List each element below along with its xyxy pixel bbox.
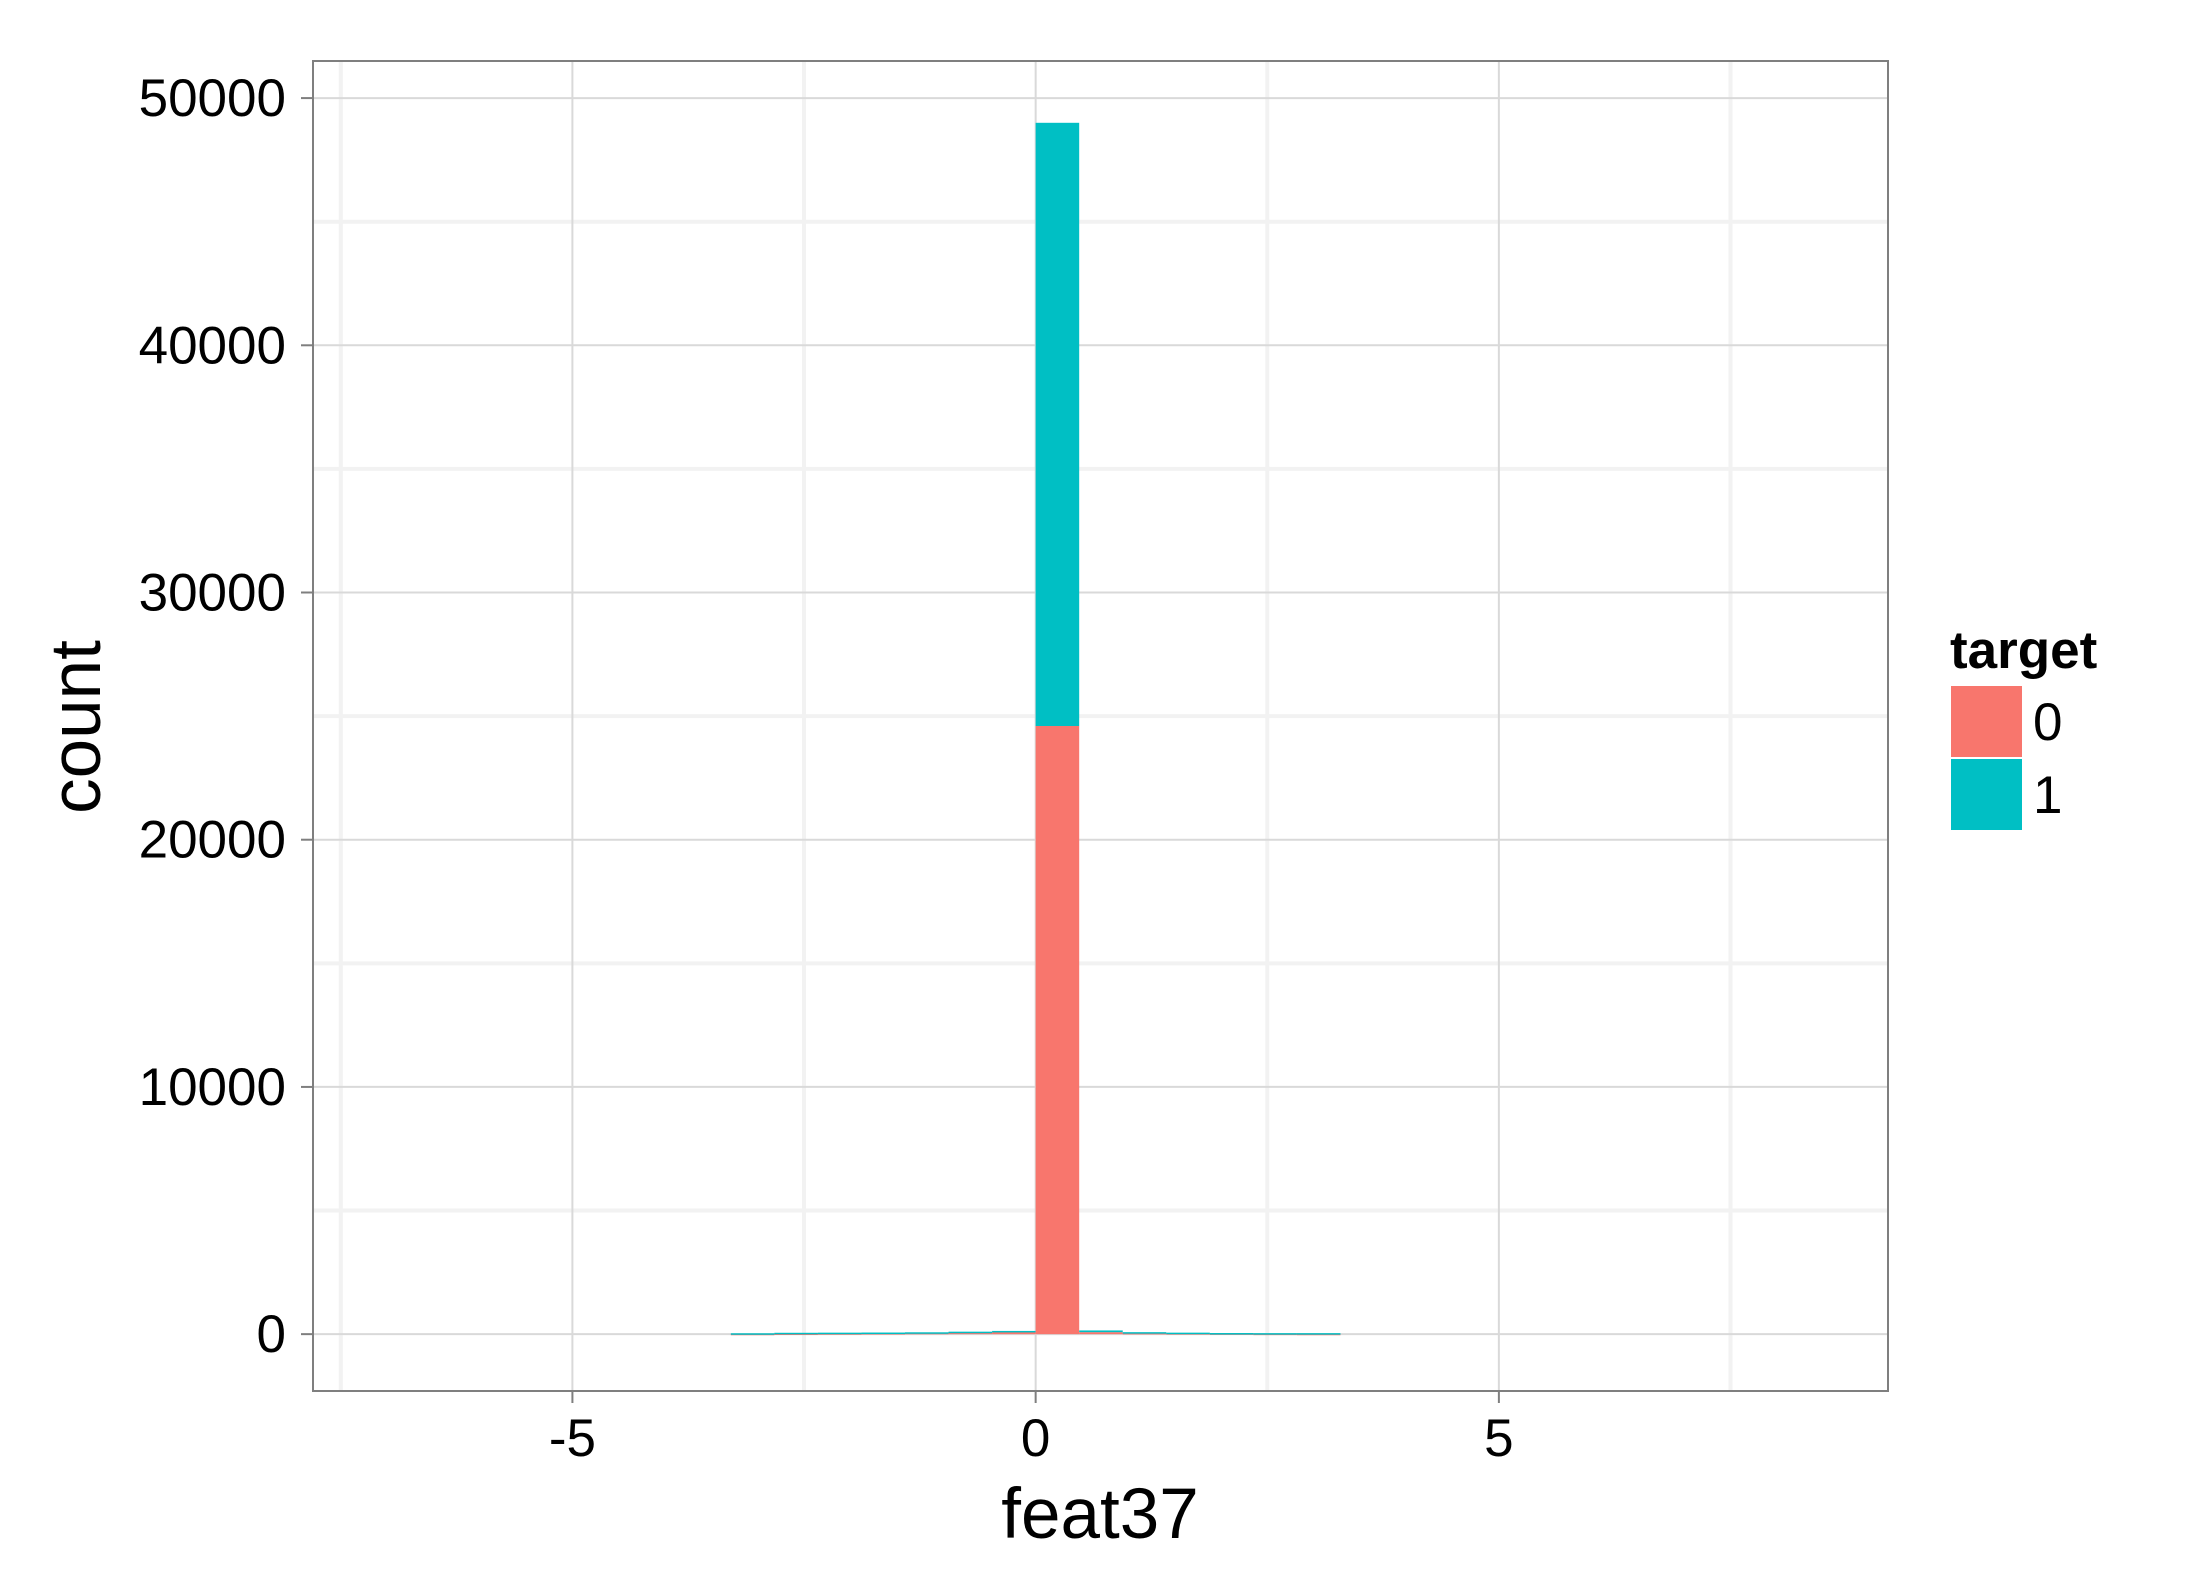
bar-series-1 xyxy=(1253,1333,1297,1335)
bar-series-1 xyxy=(774,1332,818,1335)
bar-series-1 xyxy=(1209,1333,1254,1335)
x-tick-label: -5 xyxy=(549,1409,596,1468)
bar-series-1 xyxy=(948,1331,993,1334)
bar-series-1 xyxy=(992,1330,1036,1333)
y-tick-label: 40000 xyxy=(139,316,286,375)
bar-series-1 xyxy=(861,1332,906,1335)
legend-key-0 xyxy=(1949,684,2024,759)
y-tick-label: 30000 xyxy=(139,564,286,623)
plot-panel-border xyxy=(312,60,1889,1392)
bar-series-1 xyxy=(905,1332,949,1334)
bar-series-1 xyxy=(1122,1332,1167,1334)
x-tick-label: 5 xyxy=(1484,1409,1513,1468)
legend-label-1: 1 xyxy=(2033,766,2062,825)
legend: target 0 1 xyxy=(1949,621,2097,832)
x-axis: -5 0 5 xyxy=(549,1391,1514,1468)
y-axis: 0 10000 20000 30000 40000 50000 xyxy=(139,69,313,1364)
legend-label-0: 0 xyxy=(2033,693,2062,752)
bar-series-1 xyxy=(817,1332,862,1335)
bar-series-0 xyxy=(992,1331,1036,1335)
y-tick-label: 20000 xyxy=(139,811,286,870)
minor-grid xyxy=(313,61,1888,1391)
bars-layer xyxy=(730,122,1341,1336)
bar-series-1 xyxy=(1079,1330,1123,1333)
bar-series-1 xyxy=(1296,1333,1341,1335)
bar-series-1 xyxy=(730,1333,775,1335)
bar-series-1 xyxy=(1035,122,1080,726)
y-tick-label: 10000 xyxy=(139,1058,286,1117)
bar-series-0 xyxy=(948,1332,993,1335)
x-tick-label: 0 xyxy=(1021,1409,1050,1468)
y-axis-title: count xyxy=(37,640,116,814)
y-tick-label: 50000 xyxy=(139,69,286,128)
y-tick-label: 0 xyxy=(257,1305,286,1364)
legend-key-1 xyxy=(1949,757,2024,832)
x-axis-title: feat37 xyxy=(1001,1475,1198,1554)
plot-background xyxy=(313,61,1888,1391)
bar-series-0 xyxy=(1035,726,1080,1335)
bar-series-1 xyxy=(1166,1332,1210,1335)
bar-series-0 xyxy=(1079,1332,1123,1335)
legend-title: target xyxy=(1950,621,2097,680)
